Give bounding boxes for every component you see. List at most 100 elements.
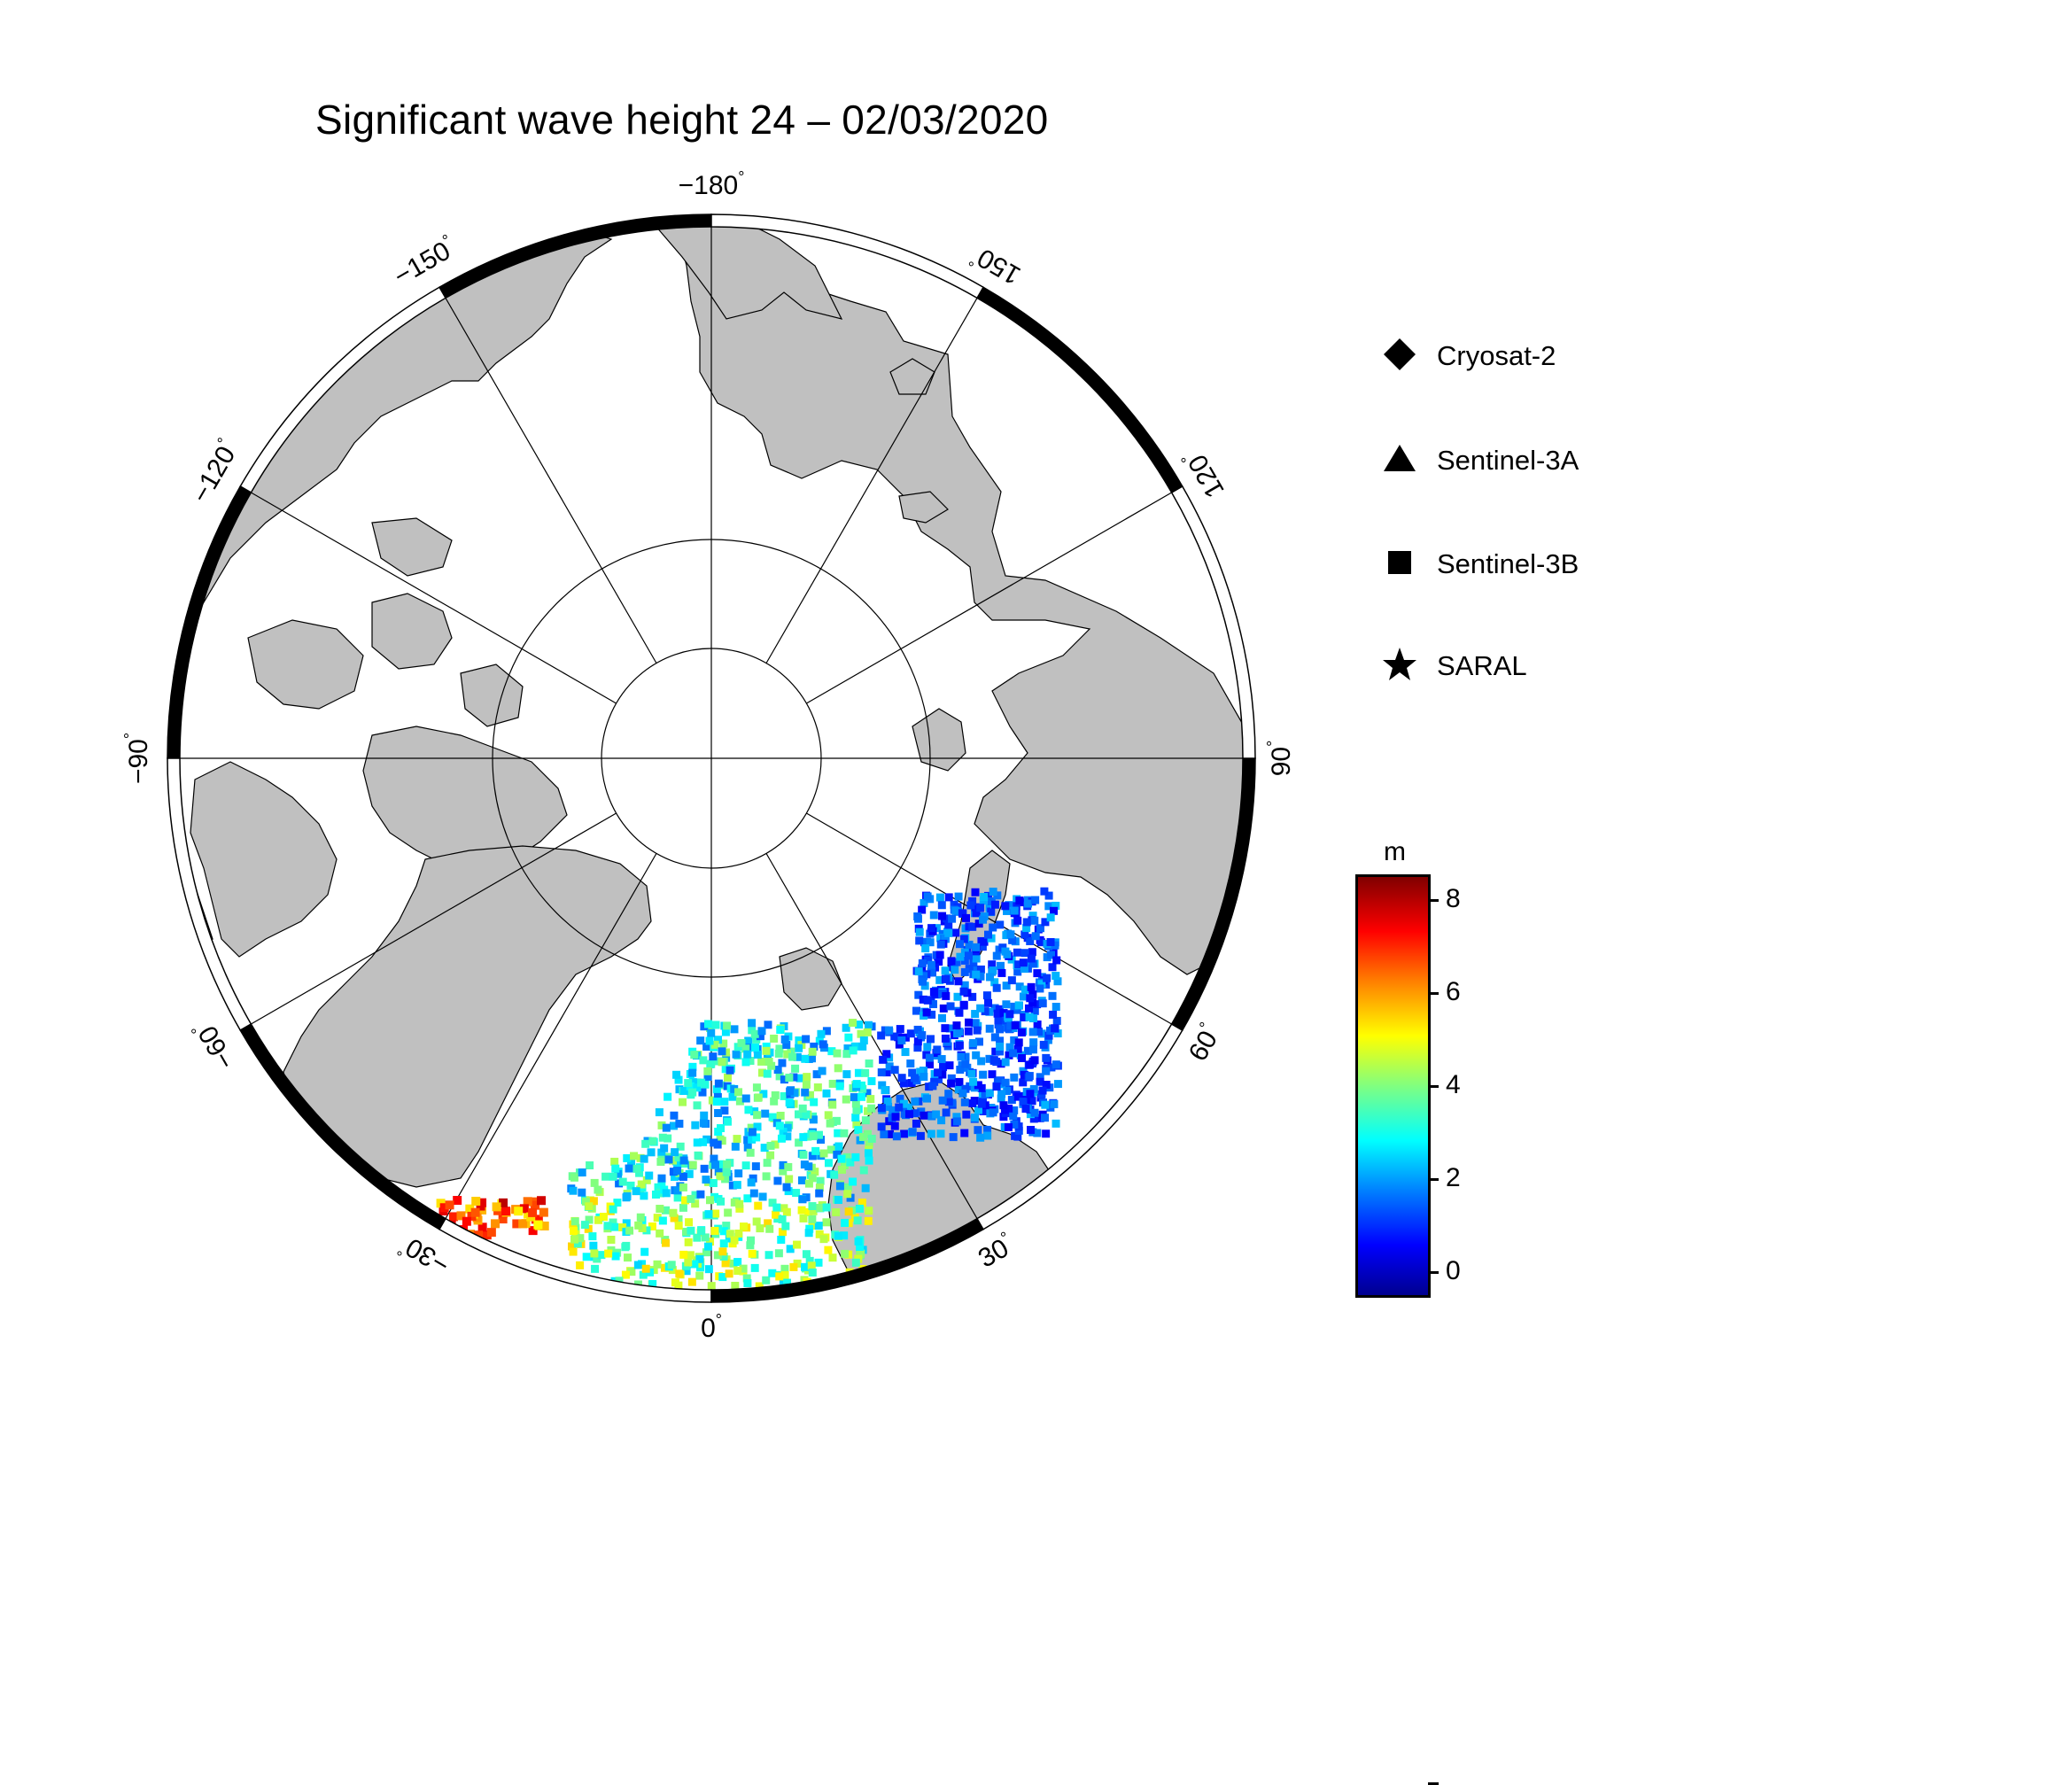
track-marker xyxy=(994,1016,1003,1025)
track-marker xyxy=(993,1009,1002,1018)
track-marker xyxy=(1005,1010,1014,1019)
track-marker xyxy=(915,927,924,936)
track-marker xyxy=(470,1207,480,1217)
track-marker xyxy=(710,1226,719,1235)
track-marker xyxy=(990,1004,999,1013)
track-marker xyxy=(702,1248,710,1257)
track-marker xyxy=(1053,1029,1062,1038)
track-marker xyxy=(773,1176,782,1185)
track-marker xyxy=(810,1042,819,1051)
track-marker xyxy=(1010,1002,1019,1011)
track-marker xyxy=(749,1189,758,1198)
track-marker xyxy=(835,1182,844,1191)
track-marker xyxy=(723,1021,732,1030)
track-marker xyxy=(705,1196,714,1205)
colorbar-tick xyxy=(1428,1177,1439,1181)
track-marker xyxy=(951,966,959,974)
track-marker xyxy=(734,1230,743,1238)
track-marker xyxy=(982,991,991,1000)
track-marker xyxy=(858,1133,867,1142)
track-marker xyxy=(879,1055,888,1064)
track-marker xyxy=(942,974,951,983)
track-marker xyxy=(1026,1110,1035,1119)
track-marker xyxy=(935,893,944,902)
degree-symbol: ° xyxy=(394,1241,408,1260)
track-marker xyxy=(585,1202,594,1211)
track-marker xyxy=(958,909,966,918)
track-marker xyxy=(895,1040,904,1049)
track-marker xyxy=(492,1202,501,1212)
track-marker xyxy=(864,1021,873,1029)
track-marker xyxy=(718,1273,727,1282)
track-marker xyxy=(807,1054,816,1063)
track-marker xyxy=(752,1083,761,1092)
track-marker xyxy=(679,1250,688,1259)
track-marker xyxy=(1030,1108,1039,1117)
track-marker xyxy=(959,1000,968,1009)
track-marker xyxy=(570,1226,578,1235)
track-marker xyxy=(810,1098,819,1106)
track-marker xyxy=(837,1165,846,1174)
track-marker xyxy=(1046,913,1055,922)
track-marker xyxy=(1009,1112,1018,1121)
track-marker xyxy=(623,1191,632,1200)
track-marker xyxy=(822,1218,831,1227)
track-marker xyxy=(589,1241,598,1250)
track-marker xyxy=(774,1249,783,1258)
track-marker xyxy=(1011,1021,1020,1029)
track-marker xyxy=(923,1043,932,1052)
track-marker xyxy=(800,1160,809,1169)
track-marker xyxy=(985,1054,994,1063)
track-marker xyxy=(986,973,995,982)
track-marker xyxy=(935,975,944,984)
track-marker xyxy=(939,1004,948,1013)
track-marker xyxy=(741,1161,750,1170)
track-marker xyxy=(985,1024,994,1033)
track-marker xyxy=(499,1198,508,1207)
track-marker xyxy=(972,943,981,951)
meridian-line xyxy=(765,296,979,664)
track-marker xyxy=(985,1007,994,1016)
track-marker xyxy=(852,1080,861,1089)
track-marker xyxy=(623,1153,632,1162)
track-marker xyxy=(670,1111,679,1120)
track-marker xyxy=(630,1152,639,1160)
track-marker xyxy=(941,1034,950,1043)
track-marker xyxy=(1048,991,1057,1000)
track-marker xyxy=(670,1214,679,1222)
track-marker xyxy=(730,1025,739,1034)
track-marker xyxy=(1012,902,1020,911)
track-marker xyxy=(675,1269,684,1278)
track-marker xyxy=(897,1074,906,1083)
track-marker xyxy=(716,1172,725,1181)
track-marker xyxy=(697,1078,706,1087)
track-marker xyxy=(601,1172,610,1181)
track-marker xyxy=(932,1110,941,1119)
track-marker xyxy=(627,1268,636,1277)
track-marker xyxy=(777,1134,786,1143)
track-marker xyxy=(1003,1087,1012,1096)
track-marker xyxy=(695,1254,704,1263)
track-marker xyxy=(979,1070,988,1079)
track-marker xyxy=(985,1089,994,1098)
track-marker xyxy=(904,1110,913,1119)
track-marker xyxy=(772,1210,780,1219)
track-marker xyxy=(647,1148,656,1157)
track-marker xyxy=(824,1246,833,1254)
track-marker xyxy=(573,1239,582,1248)
track-marker xyxy=(648,1222,656,1230)
track-marker xyxy=(1037,980,1046,989)
track-marker xyxy=(852,1120,861,1129)
track-marker xyxy=(885,1026,894,1035)
track-marker xyxy=(687,1277,696,1286)
track-marker xyxy=(799,1214,808,1222)
track-marker xyxy=(968,896,977,905)
track-marker xyxy=(717,1197,726,1206)
track-marker xyxy=(983,1131,992,1140)
track-marker xyxy=(656,1205,664,1214)
track-marker xyxy=(955,1041,964,1050)
track-marker xyxy=(992,1083,1001,1091)
track-marker xyxy=(528,1226,538,1236)
track-marker xyxy=(790,1089,799,1098)
track-marker xyxy=(674,1222,683,1230)
